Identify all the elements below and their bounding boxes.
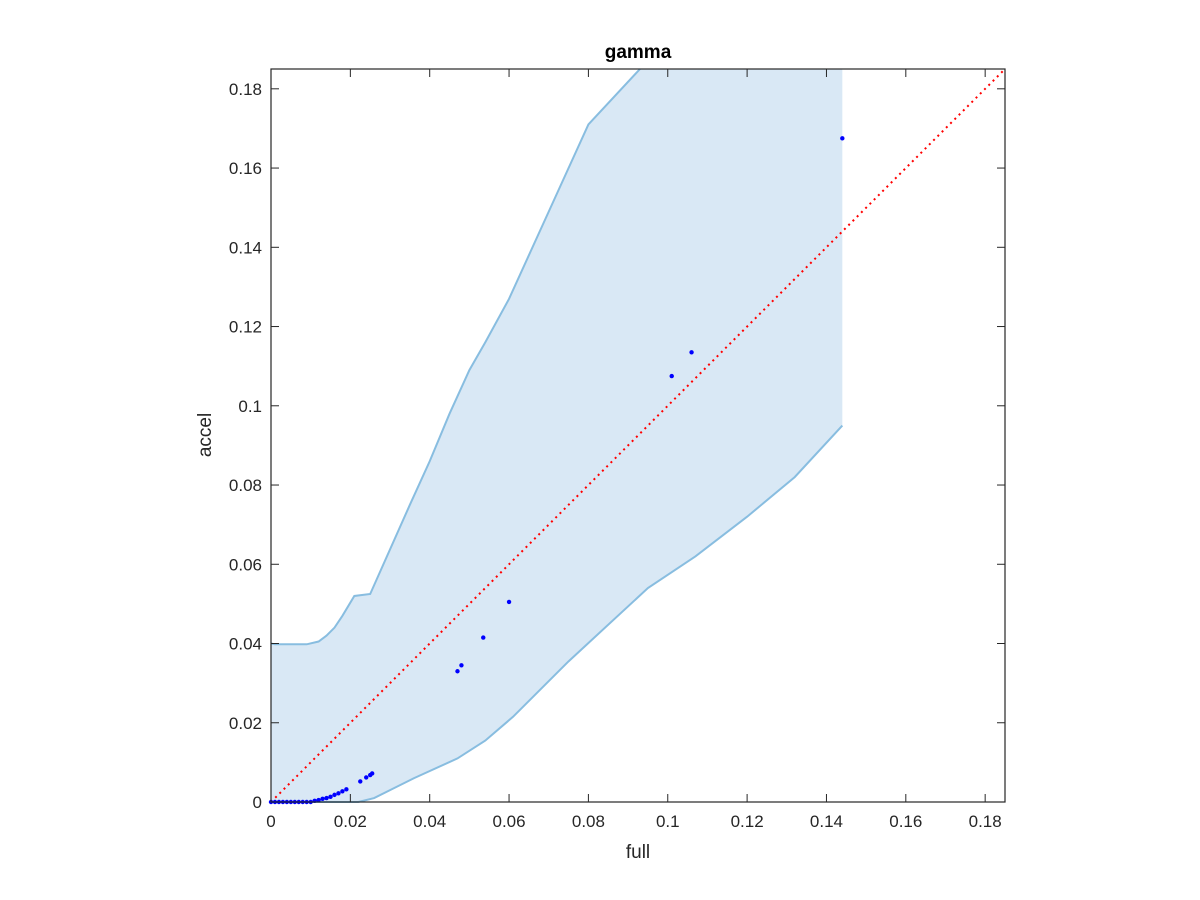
axis-ticks: [270, 69, 1005, 803]
y-tick-label: 0.02: [229, 714, 262, 733]
x-axis-label: full: [626, 842, 650, 863]
data-point: [689, 350, 694, 355]
y-tick-label: 0.16: [229, 159, 262, 178]
data-point: [336, 791, 341, 796]
data-point: [669, 373, 674, 379]
scatter-points: [268, 136, 845, 805]
data-point: [506, 599, 512, 605]
x-tick-label: 0.06: [493, 812, 526, 831]
x-tick-label: 0.16: [889, 812, 922, 831]
x-tick-label: 0.14: [810, 812, 843, 831]
y-tick-labels: 0 0.02 0.04 0.06 0.08 0.1 0.12 0.14 0.16 0.18: [229, 80, 262, 812]
y-tick-label: 0.12: [229, 318, 262, 337]
x-tick-label: 0: [266, 812, 275, 831]
x-tick-labels: 0 0.02 0.04 0.06 0.08 0.1 0.12 0.14 0.16 0.18: [266, 812, 1001, 831]
data-point: [328, 794, 333, 800]
y-tick-label: 0.08: [229, 476, 262, 495]
band-fill: [271, 69, 843, 802]
data-point: [459, 663, 464, 668]
data-point: [340, 789, 345, 794]
x-tick-label: 0.18: [969, 812, 1002, 831]
y-tick-label: 0.04: [229, 635, 262, 654]
data-point: [320, 796, 325, 802]
x-tick-label: 0.02: [334, 812, 367, 831]
y-tick-label: 0.14: [229, 238, 262, 257]
x-tick-label: 0.12: [731, 812, 764, 831]
y-tick-label: 0: [253, 793, 262, 812]
band-upper-edge: [270, 68, 641, 646]
chart-title: gamma: [605, 42, 672, 63]
x-tick-label: 0.04: [413, 812, 446, 831]
data-point: [344, 787, 349, 792]
axes-box: [270, 68, 1006, 803]
data-point: [369, 771, 375, 776]
data-point: [455, 669, 460, 674]
identity-reference-line: [270, 68, 1006, 803]
y-axis-label: accel: [195, 413, 216, 457]
y-tick-label: 0.06: [229, 555, 262, 574]
data-point: [358, 779, 363, 784]
x-tick-label: 0.08: [572, 812, 605, 831]
y-tick-label: 0.18: [229, 80, 262, 99]
x-tick-label: 0.1: [656, 812, 680, 831]
data-point: [840, 136, 845, 141]
data-point: [364, 775, 369, 780]
data-point: [324, 795, 329, 801]
y-tick-label: 0.1: [238, 397, 262, 416]
data-point: [332, 792, 337, 798]
data-point: [481, 635, 486, 640]
data-point: [316, 797, 321, 803]
